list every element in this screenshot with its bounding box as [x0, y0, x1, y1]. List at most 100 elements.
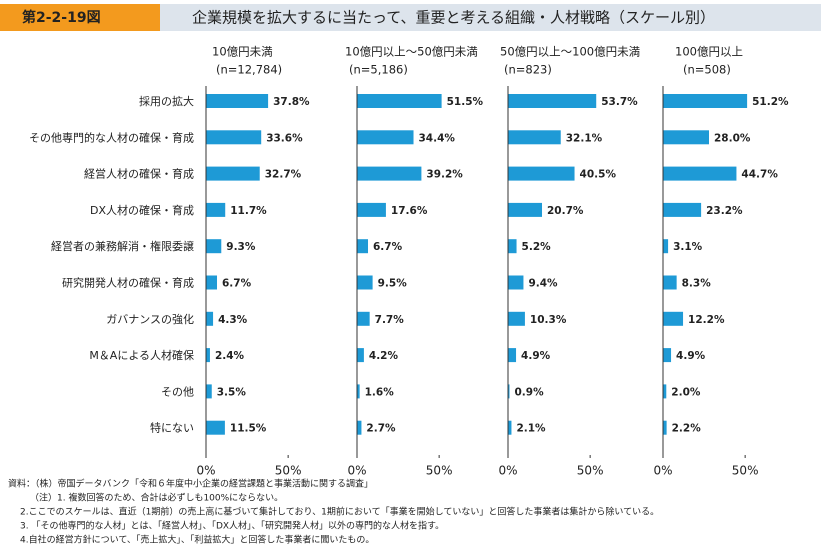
value-label: 2.0%: [671, 386, 701, 398]
bar: [508, 202, 543, 217]
value-label: 40.5%: [580, 169, 617, 181]
bar: [508, 130, 561, 145]
category-label: 特にない: [150, 421, 194, 435]
value-label: 1.6%: [365, 386, 395, 398]
bar: [663, 275, 677, 290]
value-label: 12.2%: [688, 314, 725, 326]
value-label: 10.3%: [530, 314, 567, 326]
bar: [663, 166, 737, 181]
bar: [663, 130, 709, 145]
bar: [663, 420, 667, 435]
value-label: 53.7%: [601, 96, 638, 108]
bar: [206, 275, 218, 290]
value-label: 4.2%: [369, 350, 399, 362]
bar: [663, 311, 684, 326]
x-tick-label: 0%: [653, 464, 672, 478]
note: 2.ここでのスケールは、直近（1期前）の売上高に基づいて集計しており、1期前にお…: [20, 506, 659, 518]
x-tick-label: 0%: [498, 464, 517, 478]
bar: [357, 384, 360, 399]
bar: [508, 166, 575, 181]
bar: [206, 166, 260, 181]
bar: [508, 94, 597, 108]
category-label: 研究開発人材の確保・育成: [62, 276, 194, 290]
x-tick-label: 50%: [275, 464, 302, 478]
value-label: 9.4%: [528, 278, 558, 290]
panel-title: 10億円以上～50億円未満: [345, 45, 478, 59]
bar: [357, 130, 414, 145]
category-label: 経営者の兼務解消・権限委譲: [51, 239, 194, 253]
figure-number: 第2-2-19図: [22, 9, 101, 26]
value-label: 44.7%: [741, 169, 778, 181]
panel-subtitle: (n=823): [504, 63, 552, 77]
x-tick-label: 50%: [732, 464, 759, 478]
value-label: 2.7%: [366, 423, 396, 435]
bar: [508, 420, 512, 435]
value-label: 6.7%: [222, 278, 252, 290]
value-label: 34.4%: [419, 132, 456, 144]
bar: [663, 239, 669, 254]
value-label: 51.5%: [447, 96, 484, 108]
value-label: 8.3%: [682, 278, 712, 290]
value-label: 4.3%: [218, 314, 248, 326]
bar: [357, 239, 369, 254]
value-label: 4.9%: [676, 350, 706, 362]
bar: [663, 94, 748, 108]
bar: [206, 239, 222, 254]
value-label: 6.7%: [373, 241, 403, 253]
category-label: 経営人材の確保・育成: [84, 167, 194, 181]
panel-subtitle: (n=5,186): [349, 63, 408, 77]
bar: [357, 311, 370, 326]
category-label: その他専門的な人材の確保・育成: [29, 130, 194, 144]
category-label: 採用の拡大: [139, 94, 194, 108]
value-label: 7.7%: [375, 314, 405, 326]
value-label: 11.5%: [230, 423, 267, 435]
panel-subtitle: (n=508): [683, 63, 731, 77]
value-label: 2.2%: [672, 423, 702, 435]
value-label: 20.7%: [547, 205, 584, 217]
bar: [663, 384, 667, 399]
bar: [508, 275, 524, 290]
bar: [357, 166, 422, 181]
value-label: 3.1%: [673, 241, 703, 253]
value-label: 2.1%: [516, 423, 546, 435]
value-label: 33.6%: [266, 132, 303, 144]
value-label: 9.3%: [226, 241, 256, 253]
x-tick-label: 0%: [347, 464, 366, 478]
panel-title: 10億円未満: [212, 45, 273, 59]
value-label: 39.2%: [426, 169, 463, 181]
value-label: 32.7%: [265, 169, 302, 181]
value-label: 51.2%: [752, 96, 789, 108]
value-label: 0.9%: [514, 386, 544, 398]
category-label: DX人材の確保・育成: [90, 203, 194, 217]
panel-subtitle: (n=12,784): [216, 63, 282, 77]
x-tick-label: 50%: [426, 464, 453, 478]
value-label: 4.9%: [521, 350, 551, 362]
value-label: 3.5%: [217, 386, 247, 398]
header-title-box: [160, 4, 821, 31]
bar: [357, 275, 373, 290]
bar: [357, 348, 364, 363]
note: （注）1. 複数回答のため、合計は必ずしも100%にならない。: [30, 492, 283, 504]
bar: [508, 384, 510, 399]
value-label: 37.8%: [273, 96, 310, 108]
bar: [508, 348, 517, 363]
value-label: 11.7%: [230, 205, 267, 217]
category-label: ガバナンスの強化: [106, 312, 194, 326]
value-label: 9.5%: [378, 278, 408, 290]
note: 3. 「その他専門的な人材」とは、「経営人材」、「DX人材」、「研究開発人材」以…: [20, 520, 444, 532]
bar: [206, 384, 212, 399]
value-label: 5.2%: [522, 241, 552, 253]
category-label: M＆Aによる人材確保: [89, 348, 194, 362]
value-label: 23.2%: [706, 205, 743, 217]
bar: [206, 94, 269, 108]
bar: [206, 420, 225, 435]
note: 資料：（株）帝国データバンク「令和６年度中小企業の経営課題と事業活動に関する調査…: [8, 478, 373, 490]
category-label: その他: [161, 385, 194, 398]
panel-title: 50億円以上～100億円未満: [500, 45, 640, 59]
value-label: 32.1%: [566, 132, 603, 144]
bar: [508, 311, 525, 326]
value-label: 28.0%: [714, 132, 751, 144]
bar: [206, 130, 262, 145]
bar: [357, 94, 442, 108]
x-tick-label: 50%: [577, 464, 604, 478]
